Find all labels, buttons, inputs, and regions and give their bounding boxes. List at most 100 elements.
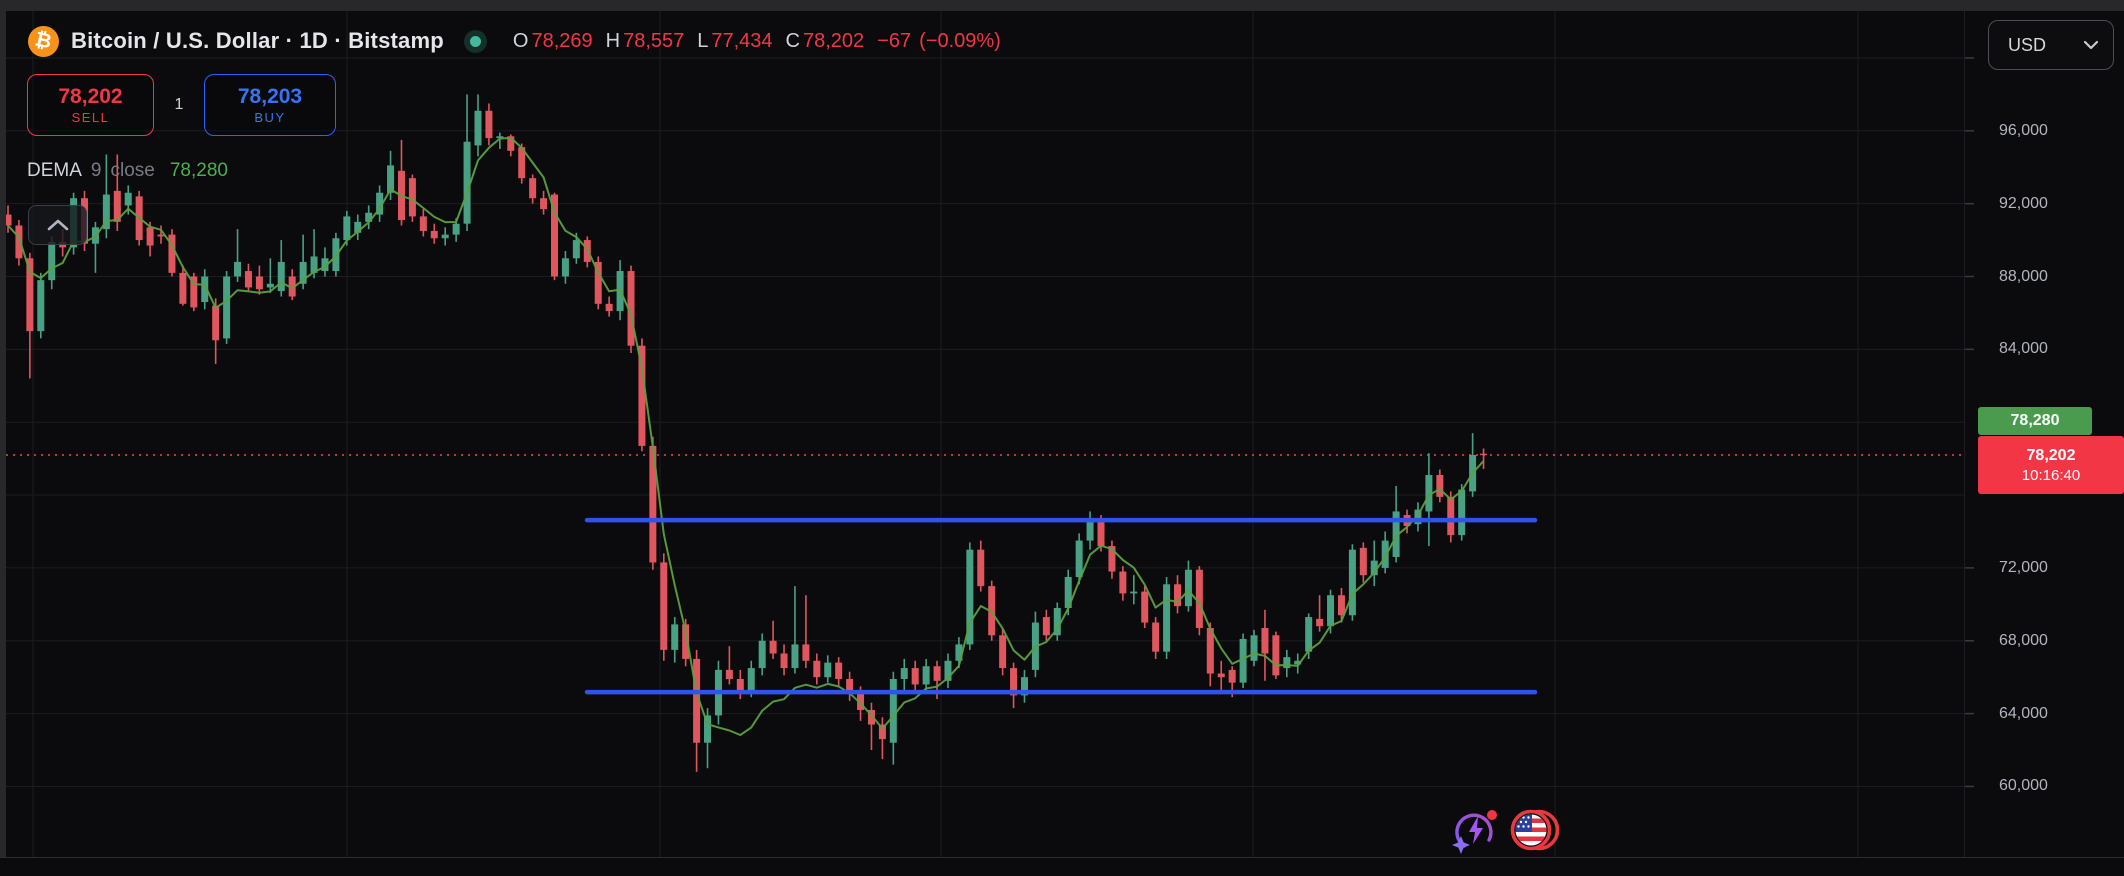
candle-body (1294, 660, 1302, 665)
bitcoin-logo-icon: ₿ (28, 25, 59, 57)
candle-body (682, 624, 690, 659)
low-value: 77,434 (711, 29, 773, 52)
candle-body (310, 256, 318, 273)
ai-magic-wand-icon[interactable] (1450, 802, 1502, 858)
candle-body (1305, 617, 1313, 652)
candle-body (540, 198, 548, 210)
candle-body (223, 276, 231, 339)
us-flag-coin-icon[interactable] (1506, 802, 1564, 858)
candle-body (1020, 677, 1028, 696)
candle-body (769, 640, 777, 654)
candle-body (725, 669, 733, 679)
candle-body (1010, 668, 1018, 696)
candle-body (889, 678, 897, 743)
candle-body (37, 280, 45, 332)
ohlc-values: O 78,269 H 78,557 L 77,434 C 78,202 −67 (−0.0… (513, 30, 1001, 53)
candle-body (1108, 546, 1116, 572)
price-axis-label: 72,000 (1999, 558, 2048, 576)
market-status-icon[interactable] (463, 29, 487, 53)
candle-body (933, 666, 941, 681)
candle-body (736, 678, 744, 692)
candle-body (999, 635, 1007, 669)
candle-body (1370, 560, 1378, 576)
candle-body (802, 644, 810, 661)
candle-body (518, 147, 526, 179)
candle-body (1217, 673, 1225, 678)
candle-body (15, 225, 23, 259)
candle-body (813, 660, 821, 678)
time-axis[interactable] (0, 857, 2124, 876)
collapse-legend-button[interactable] (28, 205, 87, 245)
candle-body (387, 165, 395, 193)
candle-body (561, 258, 569, 277)
candle-body (572, 240, 580, 259)
candle-body (791, 644, 799, 669)
indicator-legend[interactable]: DEMA 9 close 78,280 (27, 160, 228, 182)
candle-body (988, 586, 996, 636)
left-toolbar-edge (0, 0, 6, 876)
close-value: 78,202 (803, 29, 865, 52)
candle-body (1381, 540, 1389, 568)
order-panel: 78,202 SELL 1 78,203 BUY (27, 74, 336, 136)
candle-body (835, 662, 843, 679)
open-value: 78,269 (531, 29, 593, 52)
indicator-param: 9 (90, 160, 102, 181)
candle-body (922, 666, 930, 685)
indicator-name: DEMA (27, 160, 82, 181)
high-value: 78,557 (623, 29, 685, 52)
price-axis-separator (1964, 11, 1965, 857)
candle-body (780, 653, 788, 669)
price-axis-label: 68,000 (1999, 631, 2048, 649)
candle-body (627, 271, 635, 346)
candle-body (430, 230, 438, 239)
candle-body (857, 693, 865, 710)
candle-body (496, 136, 504, 139)
candle-body (1042, 617, 1050, 636)
candle-body (529, 178, 537, 199)
candle-body (605, 303, 613, 312)
sell-price: 78,202 (58, 84, 123, 108)
candle-body (824, 662, 832, 678)
candle-body (1075, 540, 1083, 578)
candle-body (1163, 584, 1171, 652)
candle-body (660, 562, 668, 650)
candle-body (1086, 520, 1094, 541)
candle-body (463, 141, 471, 224)
symbol-title[interactable]: Bitcoin / U.S. Dollar · 1D · Bitstamp (71, 28, 444, 53)
candle-body (1064, 577, 1072, 608)
candle-body (299, 261, 307, 284)
buy-label: BUY (254, 109, 286, 125)
candle-body (649, 445, 657, 563)
candle-body (594, 261, 602, 304)
dema-line (7, 136, 1485, 736)
candle-body (277, 261, 285, 292)
buy-button[interactable]: 78,203 BUY (204, 74, 336, 136)
notification-dot (1487, 810, 1497, 820)
candle-body (255, 276, 263, 290)
currency-selector[interactable]: USD (1988, 20, 2114, 70)
candle-body (321, 258, 329, 272)
candle-body (1327, 595, 1335, 627)
candle-body (1239, 638, 1247, 683)
candle-body (1206, 628, 1214, 674)
candle-body (354, 221, 362, 233)
sell-button[interactable]: 78,202 SELL (27, 74, 154, 136)
high-label: H (605, 29, 621, 52)
candle-body (288, 276, 296, 297)
candle-body (365, 212, 373, 222)
candle-body (146, 227, 154, 246)
chevron-up-icon (47, 219, 68, 231)
candle-body (1097, 520, 1105, 547)
low-label: L (697, 29, 709, 52)
candle-body (1414, 509, 1422, 525)
candle-body (867, 709, 875, 725)
last-price-value: 78,202 (2026, 446, 2076, 464)
candle-body (1272, 635, 1280, 676)
dema-price-label: 78,280 (1978, 407, 2092, 435)
price-axis-label: 84,000 (1999, 340, 2048, 358)
candle-body (638, 345, 646, 446)
candle-body (485, 110, 493, 139)
candle-body (244, 271, 252, 288)
candle-body (1337, 595, 1345, 616)
